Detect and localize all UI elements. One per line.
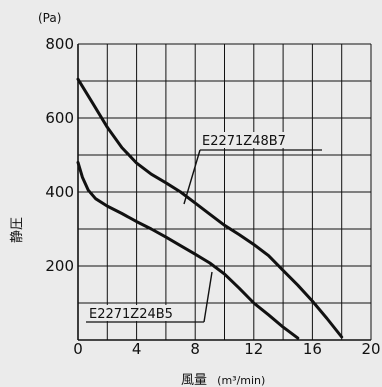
series-label: E2271Z48B7 [202,134,286,149]
grid [77,43,372,341]
x-tick-label: 4 [132,340,142,358]
callout-label-background [87,305,193,321]
tick-labels: 0 4 8 12 16 20 200 400 600 800 [45,35,380,358]
x-axis-title-main: 風量 [181,373,207,387]
x-tick-label: 12 [244,340,263,358]
x-tick-label: 8 [190,340,200,358]
series-line-1 [76,77,344,339]
x-axis-title: 風量 (m³/min) [181,373,265,387]
x-tick-label: 0 [73,340,83,358]
series-line-2 [76,160,300,340]
callout-leader [183,149,201,205]
y-axis-title: 静圧 [10,217,25,243]
series-callouts: E2271Z48B7 E2271Z24B5 [86,132,322,323]
series-lines [76,77,344,340]
y-axis-unit: (Pa) [38,11,61,25]
y-tick-label: 600 [45,109,74,127]
x-tick-label: 16 [303,340,322,358]
y-tick-label: 400 [45,183,74,201]
callout-leader [203,271,213,323]
x-axis-title-unit: (m³/min) [217,374,265,387]
series-label: E2271Z24B5 [89,307,173,322]
x-tick-label: 20 [361,340,380,358]
callout-label-background [200,132,306,148]
y-tick-label: 800 [45,35,74,53]
y-tick-label: 200 [45,257,74,275]
